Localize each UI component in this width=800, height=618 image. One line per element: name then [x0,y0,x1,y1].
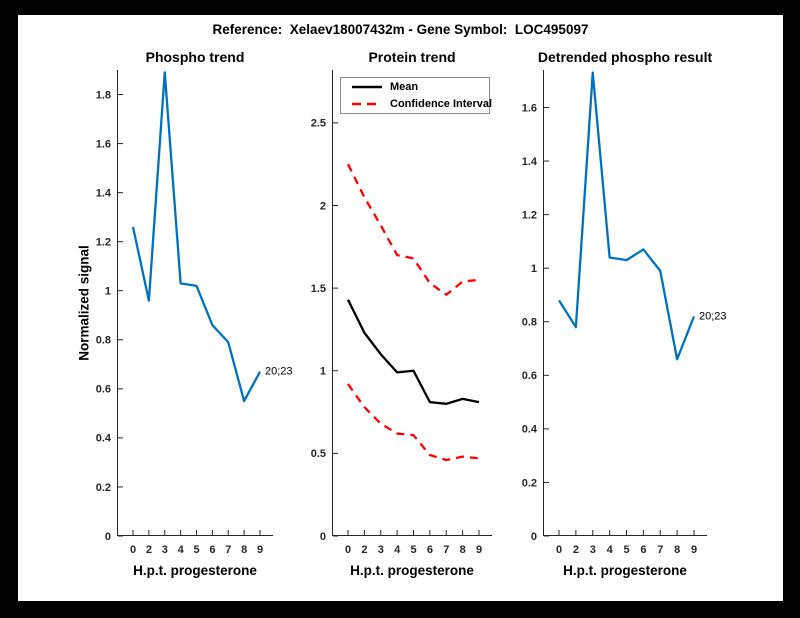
svg-text:3: 3 [378,544,384,556]
svg-text:0.4: 0.4 [96,433,112,445]
svg-text:1: 1 [105,286,111,298]
svg-text:0.2: 0.2 [96,482,111,494]
svg-text:0: 0 [105,531,111,543]
svg-text:8: 8 [460,544,466,556]
protein-trend-plot-area: 00.511.522.50 2 3 4 5 6 7 8 9 [311,70,492,556]
legend-label-mean: Mean [390,81,419,94]
svg-text:20;23: 20;23 [265,366,293,378]
svg-text:9: 9 [257,544,263,556]
svg-text:5: 5 [410,544,416,556]
protein-x-axis-label: H.p.t. progesterone [350,563,474,578]
svg-text:1: 1 [531,263,537,275]
legend-item-mean: Mean [341,80,489,95]
legend-box: Mean Confidence Interval [340,77,493,114]
svg-text:7: 7 [657,544,663,556]
svg-text:6: 6 [427,544,433,556]
svg-text:5: 5 [623,544,629,556]
svg-text:2: 2 [146,544,152,556]
svg-text:2: 2 [573,544,579,556]
svg-text:5: 5 [193,544,199,556]
svg-text:9: 9 [691,544,697,556]
svg-text:3: 3 [162,544,168,556]
svg-text:1.5: 1.5 [311,283,326,295]
svg-text:4: 4 [394,544,401,556]
svg-text:4: 4 [607,544,614,556]
normalized-signal-y-axis-label: Normalized signal [76,245,92,361]
svg-text:0: 0 [345,544,351,556]
legend-label-confidence-interval: Confidence Interval [390,97,493,110]
svg-text:8: 8 [674,544,680,556]
subplot-phospho-trend: Phospho trend Normalized signal 0 0.2 0.4 0… [77,49,293,578]
svg-text:6: 6 [640,544,646,556]
svg-text:9: 9 [476,544,482,556]
figure-page: Reference: Xelaev18007432m - Gene Symbol… [18,15,783,601]
svg-text:1.8: 1.8 [96,89,111,101]
detrended-x-axis-label: H.p.t. progesterone [563,563,687,578]
detrended-phospho-plot-area: 00.20.40.60.811.21.41.60 2 3 4 5 6 7 8 920;23 [522,70,727,556]
svg-text:0.8: 0.8 [96,335,111,347]
svg-text:0.6: 0.6 [522,370,537,382]
svg-text:3: 3 [590,544,596,556]
svg-text:20;23: 20;23 [699,310,727,322]
confidence-interval-dashed-swatch-icon [352,102,382,106]
svg-text:0.8: 0.8 [522,317,537,329]
detrended-phospho-title: Detrended phospho result [537,49,713,65]
protein-trend-title: Protein trend [368,49,456,65]
svg-text:0.4: 0.4 [522,424,538,436]
legend-item-confidence-interval: Confidence Interval [341,96,493,111]
svg-text:1.2: 1.2 [522,209,537,221]
svg-text:1.4: 1.4 [96,187,112,199]
svg-text:2.5: 2.5 [311,118,326,130]
svg-text:7: 7 [225,544,231,556]
svg-text:0: 0 [320,531,326,543]
svg-text:0: 0 [130,544,136,556]
svg-text:1.6: 1.6 [96,138,111,150]
phospho-trend-title: Phospho trend [145,49,245,65]
svg-text:0.2: 0.2 [522,477,537,489]
figure-title: Reference: Xelaev18007432m - Gene Symbol… [212,22,589,37]
mean-line-swatch-icon [352,85,382,89]
svg-text:7: 7 [443,544,449,556]
svg-text:1.4: 1.4 [522,156,538,168]
svg-text:1.2: 1.2 [96,237,111,249]
svg-text:0.5: 0.5 [311,448,326,460]
svg-text:0: 0 [556,544,562,556]
subplot-protein-trend: Protein trend 0 0.5 1 1.5 2 2.5 0 2 3 4 5 6 7 8 9 Mean… [311,49,493,578]
svg-text:6: 6 [209,544,215,556]
svg-text:2: 2 [361,544,367,556]
svg-text:4: 4 [178,544,185,556]
svg-text:1.6: 1.6 [522,102,537,114]
svg-text:1: 1 [320,366,326,378]
phospho-x-axis-label: H.p.t. progesterone [133,563,257,578]
svg-text:8: 8 [241,544,247,556]
svg-text:0: 0 [531,531,537,543]
svg-text:2: 2 [320,200,326,212]
svg-text:0.6: 0.6 [96,384,111,396]
subplot-detrended-phospho: Detrended phospho result 0 0.2 0.4 0.6 0.8 1 1… [522,49,727,578]
phospho-trend-plot-area: 00.20.40.60.811.21.41.61.80 2 3 4 5 6 7 8 920;23 [96,70,293,556]
